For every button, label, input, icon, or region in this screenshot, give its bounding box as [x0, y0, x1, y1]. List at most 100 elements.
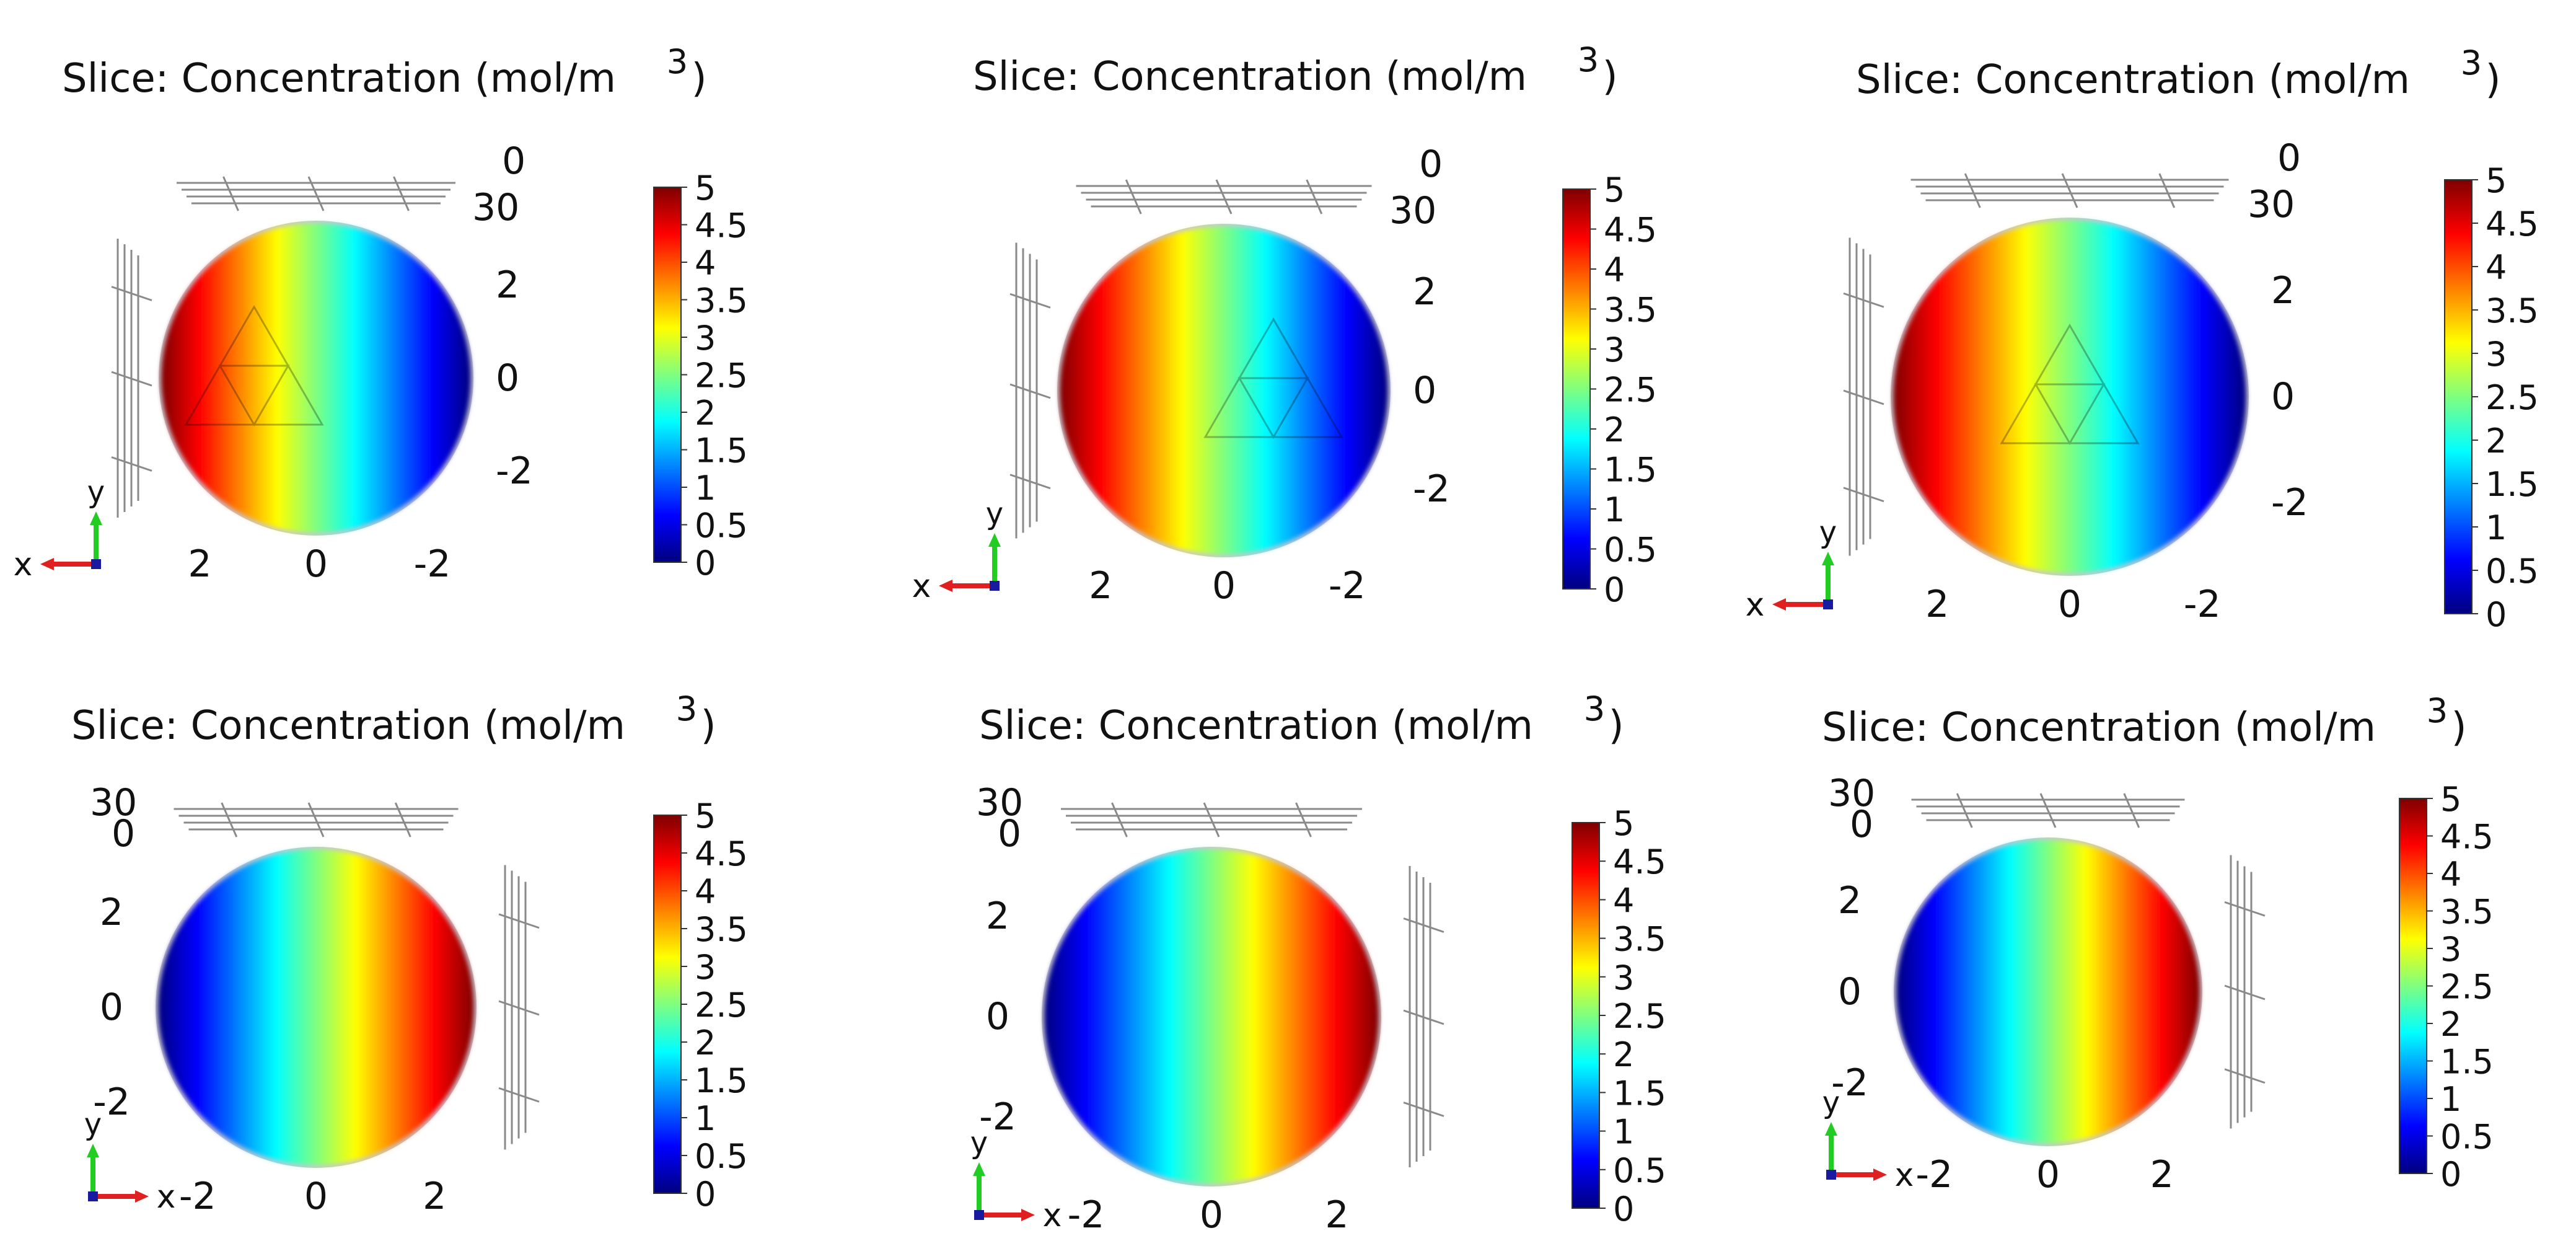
- panel-title: Slice: Concentration (mol/m: [1856, 57, 2410, 103]
- triad-y-arrow: [988, 533, 1001, 547]
- colorbar-tick-label: 1.5: [1604, 451, 1657, 490]
- z-tick-label: 0: [502, 139, 525, 183]
- title-superscript: 3: [676, 689, 698, 728]
- colorbar-tick-label: 3.5: [695, 281, 748, 320]
- axis-frame-tick: [498, 1000, 540, 1016]
- colorbar-tick-label: 1: [695, 469, 716, 508]
- axis-frame-tick: [498, 1087, 540, 1103]
- triad-y-label: y: [986, 497, 1003, 531]
- colorbar-tick-label: 0.5: [2486, 552, 2539, 591]
- x-tick-label: 2: [188, 542, 211, 586]
- z-tick-label: 30: [976, 781, 1023, 824]
- colorbar-tick-label: 1.5: [2440, 1043, 2494, 1082]
- triad-y-label: y: [970, 1126, 988, 1160]
- title-paren: ): [1602, 54, 1618, 100]
- colorbar-tick-label: 5: [1604, 170, 1625, 210]
- axis-frame-tick: [1843, 389, 1884, 405]
- colorbar-tick-label: 4: [695, 872, 716, 911]
- x-tick-label: 2: [1925, 583, 1949, 626]
- z-tick-label: 30: [472, 186, 519, 229]
- triad-z-axis: [88, 1191, 98, 1201]
- colorbar-tick-label: 0.5: [695, 1137, 748, 1176]
- colorbar-tick-label: 2.5: [1604, 371, 1657, 410]
- axis-frame-tick: [1843, 487, 1884, 503]
- x-tick-label: 0: [2036, 1153, 2060, 1196]
- axis-frame-tick: [2158, 173, 2176, 208]
- axis-frame-tick: [221, 802, 238, 837]
- y-tick-label: 0: [100, 986, 123, 1029]
- colorbar-tick-label: 3.5: [2486, 291, 2539, 330]
- title-paren: ): [701, 703, 716, 749]
- axis-frame-tick: [2224, 984, 2266, 1001]
- colorbar-tick-label: 2: [1613, 1035, 1634, 1074]
- colorbar-tick-label: 4: [695, 244, 716, 283]
- colorbar-tick-label: 2: [695, 1023, 716, 1063]
- axis-frame-tick: [111, 456, 152, 472]
- y-tick-label: 0: [496, 356, 519, 400]
- y-tick-label: 0: [986, 995, 1009, 1038]
- z-tick-label: 0: [1419, 143, 1443, 186]
- colorbar: [1572, 822, 1600, 1209]
- colorbar-tick-label: 2: [2440, 1005, 2461, 1044]
- colorbar-tick-label: 2.5: [2440, 968, 2494, 1007]
- colorbar-tick-label: 2.5: [1613, 997, 1666, 1036]
- x-tick-label: 0: [2058, 583, 2081, 626]
- triad-x-label: x: [912, 568, 931, 605]
- triad-x-arrow: [40, 558, 54, 570]
- axis-frame-tick: [1203, 802, 1220, 837]
- triad-x-arrow: [1772, 598, 1786, 611]
- panel-1: Slice: Concentration (mol/m 3)2 0 -220-2030…: [14, 42, 748, 586]
- axis-frame-tick: [1295, 802, 1312, 837]
- axis-frame-tick: [1111, 802, 1128, 837]
- z-tick-label: 0: [2277, 136, 2301, 180]
- colorbar-tick-label: 5: [2440, 780, 2461, 819]
- colorbar-tick-label: 2.5: [695, 986, 748, 1025]
- y-tick-label: 0: [2271, 375, 2295, 418]
- concentration-slice: [1044, 849, 1379, 1184]
- colorbar-tick-label: 0.5: [695, 506, 748, 546]
- mesh-overlay: [184, 305, 324, 426]
- x-tick-label: 2: [423, 1175, 446, 1218]
- colorbar: [653, 815, 682, 1194]
- colorbar-tick-label: 2: [2486, 422, 2507, 461]
- colorbar-tick-label: 0: [2440, 1155, 2461, 1194]
- colorbar-tick-label: 4.5: [695, 834, 748, 873]
- title-superscript: 3: [2461, 43, 2482, 82]
- y-tick-label: 2: [1413, 270, 1436, 314]
- x-tick-label: 2: [1325, 1193, 1348, 1237]
- x-tick-label: -2: [179, 1175, 216, 1218]
- z-tick-label: 30: [1389, 189, 1436, 232]
- colorbar-tick-label: 3.5: [2440, 893, 2494, 932]
- triad-y-arrow: [1822, 552, 1834, 565]
- colorbar-tick-label: 3: [2440, 930, 2461, 969]
- triad-x-label: x: [1895, 1157, 1914, 1194]
- axis-frame-tick: [1306, 179, 1323, 214]
- y-tick-label: -2: [1413, 467, 1450, 511]
- colorbar-tick-label: 4.5: [1604, 211, 1657, 250]
- colorbar: [2399, 798, 2427, 1174]
- triad-y-arrow: [90, 511, 102, 525]
- colorbar-tick-label: 1.5: [1613, 1074, 1666, 1113]
- x-tick-label: -2: [414, 542, 451, 586]
- panel-3: Slice: Concentration (mol/m 3)2 0 -220-2030…: [1746, 43, 2539, 634]
- y-tick-label: -2: [2271, 481, 2308, 524]
- colorbar-tick-label: 3: [695, 319, 716, 358]
- x-tick-label: 2: [1089, 564, 1112, 608]
- x-tick-label: 2: [2150, 1153, 2174, 1196]
- axis-frame-tick: [307, 802, 325, 837]
- x-tick-label: -2: [1068, 1193, 1105, 1237]
- colorbar-tick-label: 1: [2440, 1080, 2461, 1119]
- panel-2: Slice: Concentration (mol/m 3)2 0 -220-2030…: [912, 40, 1657, 609]
- triad-x-arrow: [135, 1190, 149, 1203]
- y-tick-label: 2: [1838, 879, 1862, 922]
- axis-frame-tick: [111, 286, 152, 301]
- title-superscript: 3: [667, 42, 688, 81]
- colorbar-tick-label: 4: [2440, 855, 2461, 894]
- colorbar-tick-label: 2: [695, 394, 716, 433]
- y-tick-label: 2: [496, 263, 519, 307]
- z-tick-label: 30: [1828, 772, 1875, 815]
- z-tick-label: 0: [1850, 803, 1873, 846]
- panel-title: Slice: Concentration (mol/m: [1822, 705, 2376, 751]
- x-tick-label: -2: [1915, 1153, 1953, 1196]
- axis-frame-tick: [1009, 293, 1051, 309]
